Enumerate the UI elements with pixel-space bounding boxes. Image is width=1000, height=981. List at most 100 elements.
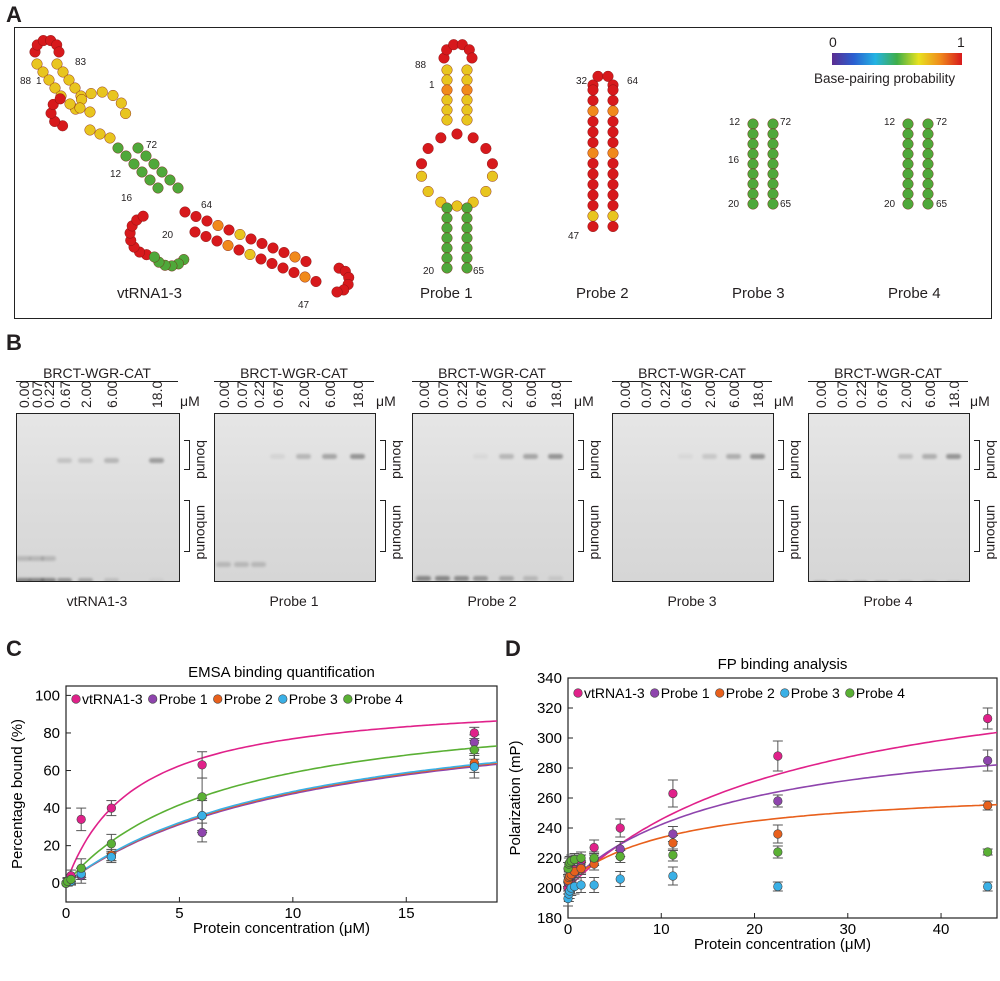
y-tick-label: 180 — [537, 910, 562, 927]
nucleotide-38 — [128, 158, 140, 170]
nucleotide-98 — [441, 74, 453, 86]
data-point-vtRNA1-3 — [197, 760, 207, 770]
unbound-band — [78, 577, 94, 581]
struct-name-probe3: Probe 3 — [732, 285, 785, 302]
lane-concentration: 0.67 — [56, 380, 73, 408]
legend-label: Probe 1 — [159, 691, 208, 707]
nucleotide-12 — [49, 82, 61, 94]
nucleotide-125 — [461, 212, 473, 224]
num-p3-65: 65 — [780, 199, 792, 210]
nucleotide-146 — [587, 115, 599, 127]
rna-structures — [29, 35, 934, 298]
nucleotide-200 — [902, 188, 914, 200]
unbound-label: unbound — [984, 505, 1000, 560]
lane-concentration: 0.22 — [853, 380, 870, 408]
nucleotide-181 — [767, 178, 779, 190]
nucleotide-140 — [587, 84, 599, 96]
struct-name-probe2: Probe 2 — [576, 285, 629, 302]
num-vt-16: 16 — [121, 193, 133, 204]
num-p4-65: 65 — [936, 199, 948, 210]
gel-name: Probe 4 — [863, 593, 913, 609]
bound-band — [750, 454, 765, 459]
nucleotide-122 — [441, 202, 453, 214]
x-tick-label: 10 — [284, 905, 301, 922]
unit-label: μM — [574, 393, 594, 409]
y-axis-label: Percentage bound (%) — [9, 719, 26, 869]
bound-label: bound — [390, 440, 406, 479]
lane-concentration: 0.00 — [813, 380, 830, 408]
nucleotide-27 — [84, 106, 96, 118]
upper-unbound-band — [216, 562, 231, 568]
fp-chart: FP binding analysis180200220240260280300… — [507, 656, 998, 953]
y-axis-label: Polarization (mP) — [507, 740, 524, 855]
nucleotide-145 — [607, 105, 619, 117]
nucleotide-154 — [587, 157, 599, 169]
unbound-band — [874, 580, 889, 581]
lane-concentration: 0.67 — [270, 380, 287, 408]
nucleotide-123 — [461, 202, 473, 214]
num-p1-1: 1 — [429, 80, 435, 91]
nucleotide-168 — [747, 118, 759, 130]
y-tick-label: 20 — [43, 838, 60, 855]
nucleotide-113 — [480, 143, 492, 155]
nucleotide-19 — [96, 86, 108, 98]
legend-label: Probe 4 — [856, 685, 905, 701]
lane-concentration: 0.07 — [233, 380, 250, 408]
gel-name: Probe 3 — [667, 593, 717, 609]
nucleotide-53 — [137, 210, 149, 222]
nucleotide-13 — [69, 82, 81, 94]
legend-label: Probe 3 — [289, 691, 338, 707]
nucleotide-160 — [587, 189, 599, 201]
bound-band — [726, 454, 741, 459]
nucleotide-183 — [767, 188, 779, 200]
gel-image — [16, 413, 180, 582]
unbound-band — [29, 577, 45, 581]
y-tick-label: 240 — [537, 820, 562, 837]
nucleotide-177 — [767, 158, 779, 170]
data-point-Probe 1 — [983, 755, 993, 766]
nucleotide-186 — [902, 118, 914, 130]
lane-concentration: 0.67 — [473, 380, 490, 408]
nucleotide-110 — [435, 132, 447, 144]
nucleotide-129 — [461, 232, 473, 244]
nucleotide-147 — [607, 115, 619, 127]
lane-concentration: 0.22 — [454, 380, 470, 408]
num-p2-47: 47 — [568, 231, 580, 242]
data-point-vtRNA1-3 — [615, 823, 625, 833]
data-point-vtRNA1-3 — [589, 842, 599, 853]
data-point-Probe 3 — [615, 874, 625, 884]
lane-concentration: 18.0 — [149, 380, 166, 408]
gel-protein-label: BRCT-WGR-CAT — [16, 365, 178, 382]
unbound-band — [454, 575, 469, 581]
nucleotide-36 — [120, 150, 132, 162]
y-tick-label: 300 — [537, 730, 562, 747]
nucleotide-97 — [461, 64, 473, 76]
lane-concentration: 18.0 — [548, 380, 565, 408]
data-point-Probe 3 — [576, 880, 586, 890]
gel-protein-label: BRCT-WGR-CAT — [612, 365, 772, 382]
nucleotide-157 — [607, 168, 619, 180]
num-vt-83: 83 — [75, 57, 87, 68]
data-point-Probe 4 — [773, 847, 783, 857]
data-point-Probe 4 — [576, 853, 586, 863]
panel-a-box — [14, 27, 992, 319]
nucleotide-170 — [747, 128, 759, 140]
legend-marker — [573, 688, 583, 698]
num-p2-64: 64 — [627, 76, 639, 87]
nucleotide-20 — [107, 89, 119, 101]
x-tick-label: 20 — [746, 921, 763, 938]
bound-band — [149, 458, 165, 463]
nucleotide-155 — [607, 157, 619, 169]
unbound-band — [922, 580, 937, 581]
nucleotide-9 — [57, 66, 69, 78]
unbound-bracket — [578, 500, 584, 552]
nucleotide-25 — [74, 102, 86, 114]
nucleotide-42 — [144, 174, 156, 186]
nucleotide-8 — [37, 66, 49, 78]
unbound-band — [434, 575, 450, 581]
bound-band — [270, 454, 286, 459]
data-point-Probe 2 — [668, 838, 678, 848]
nucleotide-114 — [486, 158, 498, 170]
nucleotide-137 — [592, 70, 604, 82]
chart-title: FP binding analysis — [718, 656, 848, 673]
